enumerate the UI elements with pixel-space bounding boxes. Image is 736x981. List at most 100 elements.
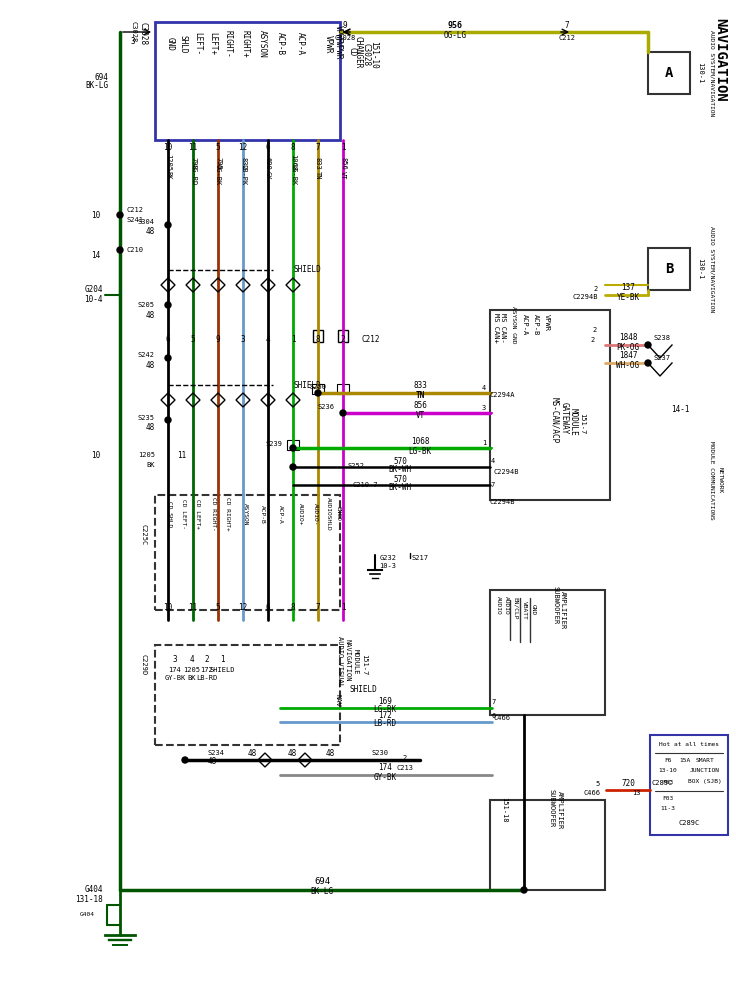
- Text: TN: TN: [315, 171, 321, 180]
- Text: 10: 10: [163, 603, 173, 612]
- Text: LB-RD: LB-RD: [197, 675, 218, 681]
- Text: 570: 570: [393, 456, 407, 466]
- Text: 5: 5: [216, 603, 220, 612]
- Text: G404: G404: [85, 886, 103, 895]
- Text: C229D: C229D: [140, 654, 146, 676]
- Text: VT: VT: [415, 411, 425, 421]
- Text: C466: C466: [583, 790, 600, 796]
- Text: 6: 6: [166, 336, 170, 344]
- Bar: [490, 590, 605, 715]
- Text: 2: 2: [341, 336, 345, 344]
- Text: 10-4: 10-4: [85, 295, 103, 304]
- Text: 11: 11: [188, 603, 198, 612]
- Text: C2294B: C2294B: [573, 294, 598, 300]
- Text: 8: 8: [291, 603, 295, 612]
- Text: VT: VT: [340, 171, 346, 180]
- Text: GY: GY: [265, 171, 271, 180]
- Text: CD RIGHT-: CD RIGHT-: [210, 497, 216, 531]
- Text: LEFT+: LEFT+: [208, 32, 218, 56]
- Text: EN/CLP: EN/CLP: [512, 596, 517, 619]
- Text: 5: 5: [216, 143, 220, 152]
- Text: S217: S217: [411, 555, 428, 561]
- Circle shape: [182, 757, 188, 763]
- Text: RIGHT+: RIGHT+: [241, 30, 250, 58]
- Text: 151-10: 151-10: [369, 41, 378, 69]
- Text: C466: C466: [493, 715, 510, 721]
- Text: 3: 3: [241, 336, 245, 344]
- Text: PK-OG: PK-OG: [617, 343, 640, 352]
- Text: S238: S238: [653, 335, 670, 341]
- Text: 10: 10: [163, 143, 173, 152]
- Text: 151-7: 151-7: [579, 413, 585, 435]
- Text: YE-BK: YE-BK: [617, 293, 640, 302]
- Text: 3: 3: [173, 655, 177, 664]
- Text: AMPLIFIER: AMPLIFIER: [557, 791, 563, 829]
- Text: 10: 10: [91, 450, 100, 459]
- Text: 2: 2: [205, 655, 209, 664]
- Text: 4: 4: [190, 655, 194, 664]
- Text: 13: 13: [631, 790, 640, 796]
- Text: 1068: 1068: [411, 437, 429, 445]
- Text: C213: C213: [397, 765, 414, 771]
- Text: NAVIGATION: NAVIGATION: [345, 639, 351, 681]
- Bar: [490, 800, 605, 890]
- Text: NAVIGATION: NAVIGATION: [713, 18, 727, 102]
- Text: BK-LG: BK-LG: [85, 81, 108, 90]
- Text: 7: 7: [565, 21, 570, 29]
- Text: C212: C212: [559, 35, 576, 41]
- Text: C2294A: C2294A: [490, 392, 515, 398]
- Circle shape: [315, 390, 321, 396]
- Text: SHLD: SHLD: [179, 34, 188, 53]
- Text: 14-1: 14-1: [670, 405, 689, 415]
- Text: ACP-A: ACP-A: [277, 504, 283, 524]
- Text: SUBWOOFER: SUBWOOFER: [552, 586, 558, 624]
- Text: S230: S230: [372, 750, 389, 756]
- Text: 856: 856: [413, 401, 427, 410]
- Text: 7: 7: [492, 699, 496, 705]
- Text: G204: G204: [85, 285, 103, 294]
- Text: AMPLIFIER: AMPLIFIER: [560, 591, 566, 629]
- Text: 956: 956: [447, 21, 462, 29]
- Text: C289C: C289C: [652, 780, 673, 786]
- Text: 13-10: 13-10: [659, 768, 677, 773]
- Text: GY-BK: GY-BK: [164, 675, 185, 681]
- Text: JUNCTION: JUNCTION: [690, 768, 720, 773]
- Text: MS CAN-: MS CAN-: [500, 313, 506, 343]
- Bar: [648, 248, 690, 290]
- Text: 1205: 1205: [183, 667, 200, 673]
- Bar: [337, 384, 349, 394]
- Text: LG-BK: LG-BK: [373, 705, 397, 714]
- Text: C3028: C3028: [138, 23, 147, 45]
- Text: 570: 570: [393, 475, 407, 484]
- Circle shape: [117, 247, 123, 253]
- Text: MS-CAN/ACP: MS-CAN/ACP: [551, 397, 559, 443]
- Text: 1847: 1847: [619, 351, 637, 360]
- Text: 832: 832: [240, 157, 246, 170]
- Bar: [648, 52, 690, 94]
- Text: 172: 172: [201, 667, 213, 673]
- Text: S234: S234: [208, 750, 225, 756]
- Text: 1205: 1205: [165, 154, 171, 172]
- Bar: [155, 22, 340, 140]
- Text: G232: G232: [380, 555, 397, 561]
- Text: 48: 48: [325, 749, 335, 757]
- Circle shape: [290, 445, 296, 451]
- Text: 7: 7: [316, 603, 320, 612]
- Text: GND: GND: [166, 37, 174, 51]
- Text: 2: 2: [591, 337, 595, 343]
- Text: AUDIO: AUDIO: [495, 595, 500, 614]
- Text: 3: 3: [131, 37, 135, 46]
- Text: MODULE COMMUNICATIONS: MODULE COMMUNICATIONS: [710, 440, 715, 519]
- Circle shape: [645, 342, 651, 348]
- Text: 5: 5: [595, 781, 600, 787]
- Circle shape: [165, 417, 171, 423]
- Text: 1848: 1848: [619, 334, 637, 342]
- Text: SHIELD: SHIELD: [293, 266, 321, 275]
- Circle shape: [645, 360, 651, 366]
- Text: SHIELD: SHIELD: [293, 381, 321, 389]
- Text: AUDIO VISUAL: AUDIO VISUAL: [337, 637, 343, 688]
- Text: 15A: 15A: [679, 758, 690, 763]
- Text: AUDIO-: AUDIO-: [313, 502, 317, 525]
- Text: 4: 4: [491, 458, 495, 464]
- Text: 856: 856: [340, 157, 346, 170]
